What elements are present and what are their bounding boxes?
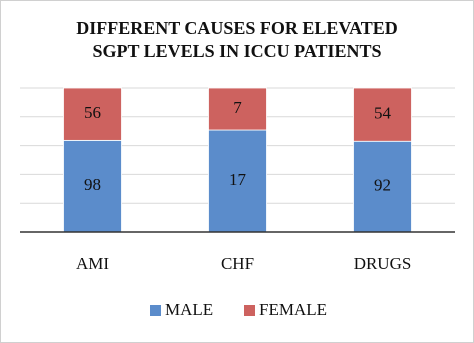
legend-label: MALE (165, 300, 213, 319)
chart-title: SGPT LEVELS IN ICCU PATIENTS (92, 41, 381, 61)
bar-segment (63, 139, 122, 233)
bar-segment (353, 87, 412, 142)
x-tick-label: AMI (76, 254, 109, 273)
bar-segment (63, 87, 122, 141)
legend-label: FEMALE (259, 300, 327, 319)
bar-segment (353, 140, 412, 233)
chart-title: DIFFERENT CAUSES FOR ELEVATED (76, 18, 398, 38)
data-label: 17 (229, 170, 247, 189)
data-label: 56 (84, 103, 101, 122)
data-label: 54 (374, 104, 392, 123)
x-tick-label: DRUGS (354, 254, 412, 273)
legend-swatch (150, 305, 161, 316)
legend-swatch (244, 305, 255, 316)
bar-segment (208, 87, 267, 131)
data-label: 98 (84, 175, 101, 194)
data-label: 7 (233, 98, 242, 117)
data-label: 92 (374, 176, 391, 195)
x-tick-label: CHF (221, 254, 254, 273)
